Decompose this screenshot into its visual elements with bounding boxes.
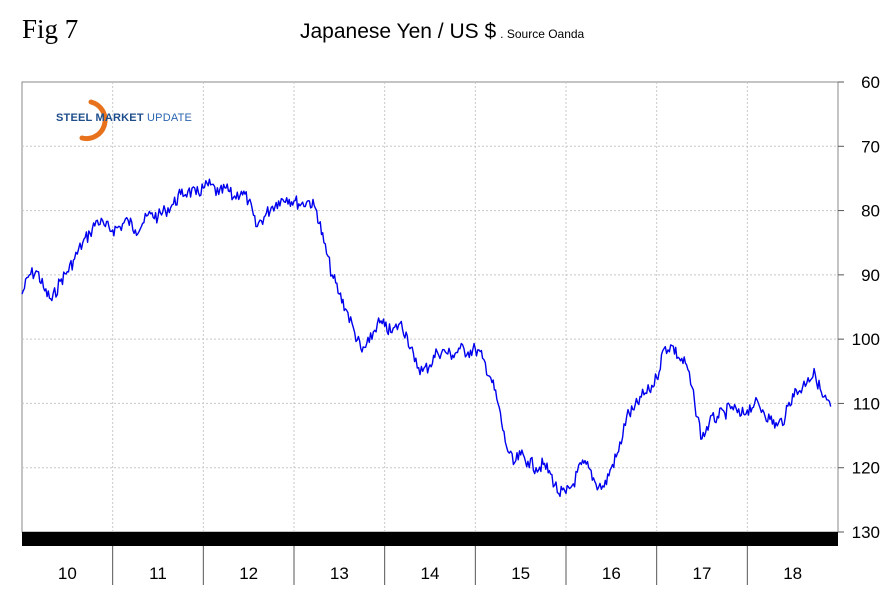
x-tick-label: 13 [330,564,349,583]
x-tick-label: 15 [511,564,530,583]
chart-title: Japanese Yen / US $ [300,20,497,43]
chart-title-block: Japanese Yen / US $. Source Oanda [300,20,584,44]
x-tick-label: 18 [783,564,802,583]
x-tick-label: 16 [602,564,621,583]
y-tick-label: 70 [861,137,880,156]
y-tick-label: 80 [861,202,880,221]
x-axis: 10 11 12 13 14 15 16 17 18 [58,546,802,585]
x-tick-label: 17 [693,564,712,583]
grid [22,82,838,532]
y-tick-label: 130 [852,523,880,542]
logo-arc-icon [79,99,108,142]
y-axis: 60 70 80 90 100 110 120 130 [838,73,880,542]
series-line [21,178,832,498]
figure-label: Fig 7 [22,14,79,44]
steel-market-update-logo: STEEL MARKET UPDATE [56,98,216,142]
y-tick-label: 110 [853,394,880,413]
x-tick-label: 10 [58,564,77,583]
y-tick-label: 100 [852,330,880,349]
x-axis-bar [22,532,838,546]
logo-text: STEEL MARKET UPDATE [56,112,192,124]
x-tick-label: 14 [421,564,440,583]
y-tick-label: 120 [852,459,880,478]
chart-source: . Source Oanda [500,27,585,41]
y-tick-label: 90 [861,266,880,285]
logo-text-strong: STEEL MARKET [56,112,144,124]
plot-area [21,81,839,533]
x-tick-label: 12 [239,564,258,583]
x-tick-label: 11 [149,564,167,583]
logo-text-light: UPDATE [143,112,193,124]
y-tick-label: 60 [861,73,880,92]
